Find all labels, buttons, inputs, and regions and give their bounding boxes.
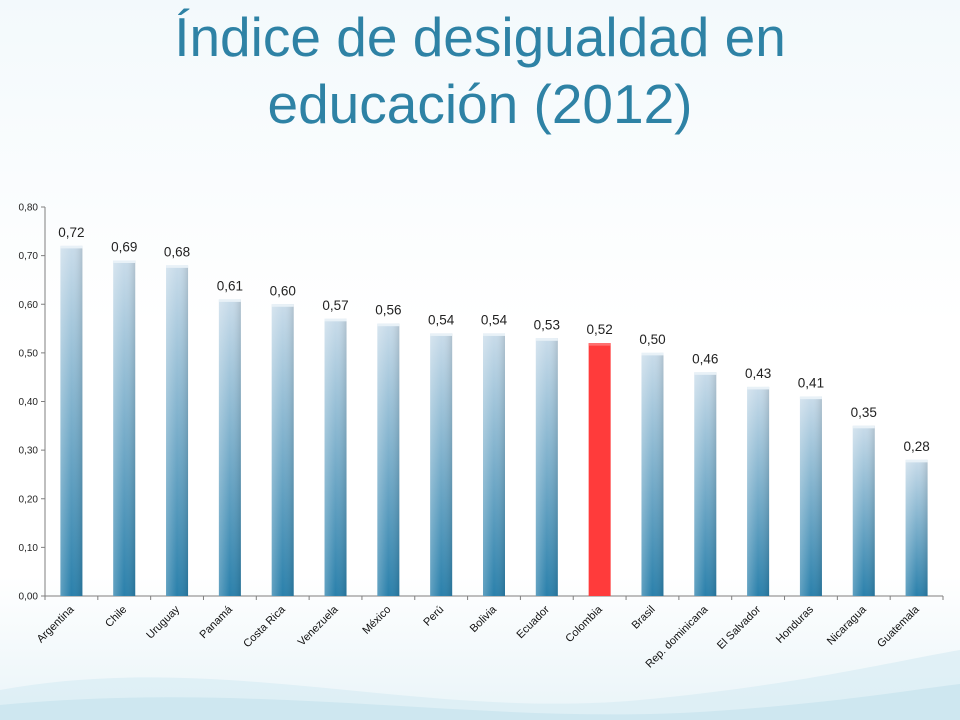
- data-label: 0,54: [428, 312, 455, 327]
- y-tick-label: 0,80: [19, 203, 39, 214]
- x-tick-label: Uruguay: [144, 603, 182, 641]
- x-tick-label: Costa Rica: [241, 603, 288, 650]
- bar-shade: [852, 425, 875, 596]
- slide-title: Índice de desigualdad en educación (2012…: [0, 4, 960, 138]
- y-tick-label: 0,40: [19, 397, 39, 408]
- data-label: 0,56: [375, 303, 401, 318]
- bar-shade: [694, 372, 717, 596]
- data-label: 0,68: [164, 244, 190, 259]
- x-tick-label: Colombia: [563, 603, 605, 645]
- bar-cap: [641, 352, 664, 356]
- bar-shade: [60, 245, 83, 596]
- x-tick-label: México: [360, 604, 393, 637]
- y-tick-label: 0,60: [19, 300, 39, 311]
- data-label: 0,52: [587, 322, 613, 337]
- data-label: 0,28: [903, 439, 929, 454]
- bar-cap: [799, 396, 822, 400]
- x-tick-label: Honduras: [774, 603, 817, 646]
- bar: [588, 343, 611, 596]
- y-tick-label: 0,00: [19, 592, 39, 603]
- bar-cap: [271, 304, 294, 307]
- x-tick-label: Brasil: [630, 604, 658, 632]
- bar-shade: [324, 318, 347, 596]
- data-label: 0,46: [692, 351, 718, 366]
- bar-shade: [271, 304, 294, 596]
- x-tick-label: Argentina: [35, 603, 77, 645]
- data-label: 0,61: [217, 278, 243, 293]
- bar-cap: [60, 245, 83, 249]
- bar-cap: [747, 386, 770, 390]
- bar-shade: [218, 299, 241, 596]
- bar-cap: [905, 459, 928, 463]
- bar-shade: [535, 338, 558, 596]
- data-label: 0,60: [270, 283, 296, 298]
- data-label: 0,57: [322, 298, 348, 313]
- bar-shade: [799, 396, 822, 596]
- x-tick-label: Nicaragua: [825, 603, 870, 648]
- y-tick-label: 0,20: [19, 494, 39, 505]
- bar-cap: [377, 323, 400, 327]
- data-label: 0,53: [534, 317, 560, 332]
- bar-shade: [905, 459, 928, 596]
- slide-title-line2: educación (2012): [267, 73, 693, 135]
- x-tick-label: Bolivia: [468, 603, 500, 635]
- data-label: 0,69: [111, 239, 137, 254]
- bar-cap: [324, 318, 347, 322]
- slide-title-line1: Índice de desigualdad en: [174, 6, 786, 68]
- data-label: 0,50: [639, 332, 665, 347]
- x-tick-label: Panamá: [198, 603, 236, 641]
- bar-cap: [113, 260, 136, 263]
- x-tick-label: Ecuador: [514, 603, 552, 641]
- bar-cap: [694, 372, 717, 375]
- x-tick-label: Guatemala: [875, 603, 922, 650]
- bar-cap: [166, 265, 189, 268]
- data-label: 0,72: [58, 225, 84, 240]
- x-tick-label: Perú: [421, 604, 446, 629]
- bar-shade: [377, 323, 400, 596]
- bar-shade: [641, 352, 664, 596]
- bar-cap: [483, 333, 505, 336]
- bar-shade: [747, 386, 770, 596]
- bar-shade: [113, 260, 136, 596]
- bar-cap: [535, 338, 558, 341]
- bar-cap: [430, 333, 453, 336]
- data-label: 0,35: [851, 405, 877, 420]
- data-label: 0,43: [745, 366, 771, 381]
- x-tick-label: Chile: [103, 604, 129, 630]
- y-tick-label: 0,70: [19, 251, 39, 262]
- bar-cap: [852, 425, 875, 429]
- bar-cap: [588, 343, 611, 346]
- x-tick-label: Venezuela: [296, 603, 341, 648]
- bar-shade: [166, 265, 189, 596]
- bar-shade: [430, 333, 453, 596]
- bar-shade: [483, 333, 505, 596]
- y-tick-label: 0,30: [19, 446, 39, 457]
- y-tick-label: 0,10: [19, 543, 39, 554]
- data-label: 0,54: [481, 312, 508, 327]
- x-tick-label: El Salvador: [715, 603, 763, 651]
- data-label: 0,41: [798, 376, 824, 391]
- y-tick-label: 0,50: [19, 348, 39, 359]
- bar-cap: [218, 299, 241, 302]
